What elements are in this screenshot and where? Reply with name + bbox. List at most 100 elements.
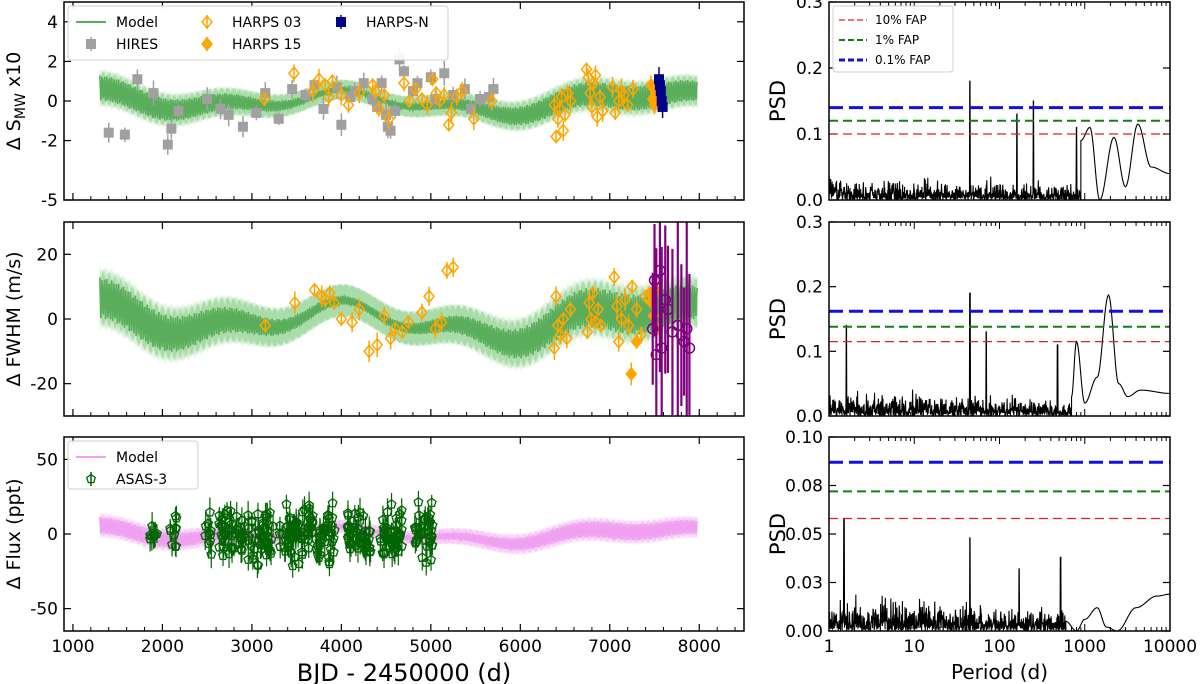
data-point-hires [385,125,396,136]
panel-smw-periodogram: 0.0 0.1 0.2 0.3 PSD 10% FAP 1% FAP 0.1% FAP [766,0,1171,211]
data-point-harps-03 [353,302,366,317]
data-point-asas-3 [204,506,215,517]
data-point-harps-03 [366,77,379,93]
legend-swatch [201,36,213,52]
data-point-harps-n [655,342,668,354]
x-tick-label: 100 [983,637,1015,657]
data-point-asas-3 [356,531,368,542]
data-point-asas-3 [145,529,156,540]
legend-swatch [86,39,96,49]
legend-box [67,440,199,490]
data-point-asas-3 [253,535,264,546]
data-point-hires [372,101,383,112]
data-point-harps-03 [384,331,397,346]
y-tick-label: 0.1 [796,342,823,362]
y-axis-label: PSD [766,80,790,122]
panel-fwhm-periodogram: 0.0 0.1 0.2 0.3 PSD [766,213,1171,427]
y-tick-label: 0.0 [796,407,823,427]
axes-frame [63,436,745,632]
data-point-harps-03 [323,285,336,301]
data-point-asas-3 [327,497,338,508]
legend-label: Model [116,15,158,31]
data-point-asas-3 [324,558,335,569]
data-point-harps-03 [584,85,597,101]
data-point-harps-n [654,74,664,85]
data-point-harps-03 [610,298,623,314]
y-axis-label-suffix: x10 [3,52,25,93]
data-point-harps-03 [353,85,366,101]
data-point-asas-3 [236,543,247,554]
periodogram-line [829,517,1170,631]
data-point-hires [166,123,177,134]
y-tick-label: 0.08 [785,477,823,497]
legend-label: 10% FAP [875,13,927,27]
points-group [103,48,668,155]
data-point-harps-03 [564,93,577,109]
y-tick-label: 0 [47,310,58,330]
data-point-asas-3 [426,540,437,550]
data-point-asas-3 [307,510,318,521]
data-point-asas-3 [414,521,426,532]
data-point-hires [119,129,130,140]
data-point-asas-3 [262,526,273,537]
legend-item: HARPS 15 [201,36,301,53]
data-point-asas-3 [305,521,316,532]
data-point-hires [287,84,298,95]
data-point-asas-3 [344,538,356,549]
data-point-harps-03 [548,340,561,356]
data-point-harps-03 [615,311,628,327]
data-point-harps-n [656,96,667,106]
data-point-hires [376,78,387,89]
legend-swatch [336,17,346,27]
data-point-asas-3 [377,514,388,525]
data-point-harps-n [657,101,668,112]
data-point-harps-03 [626,279,639,294]
data-point-harps-15 [625,366,638,382]
data-point-hires [223,109,234,120]
data-point-hires [390,105,401,116]
y-tick-label: 0.2 [796,278,823,298]
y-tick-label: -2 [41,132,58,152]
data-point-asas-3 [306,526,317,537]
data-point-asas-3 [409,522,420,532]
data-point-harps-03 [326,74,339,89]
legend-label: HARPS 15 [232,37,301,53]
data-point-asas-3 [313,552,324,562]
data-point-hires [399,66,409,77]
panel-flux-periodogram: 0.00 0.03 0.05 0.08 0.10 1 10 100 1000 10000 PSD Pe… [766,428,1197,684]
legend-label: HIRES [116,37,158,53]
data-point-harps-03 [346,315,359,330]
y-tick-label: 0 [47,92,58,112]
data-point-asas-3 [426,524,437,535]
periodogram-line [829,80,1170,200]
data-point-hires [300,90,311,101]
data-point-harps-03 [438,87,451,103]
data-point-harps-03 [287,66,300,81]
data-point-harps-03 [485,93,498,109]
y-axis-label-main: Δ S [3,119,25,150]
legend-swatch [85,473,97,484]
data-point-harps-03 [467,111,480,126]
data-point-harps-n [654,80,665,91]
data-point-hires [273,113,284,124]
data-point-harps-03 [342,97,355,113]
y-axis-label: PSD [766,298,790,340]
data-point-harps-03 [372,101,385,117]
x-tick-label: 8000 [678,637,721,657]
y-tick-label: 0.03 [785,574,823,594]
y-tick-label: 20 [36,245,58,265]
data-point-asas-3 [380,524,391,534]
legend-label: HARPS-N [366,15,429,31]
data-point-harps-03 [445,105,458,121]
y-tick-label: 0 [47,525,58,545]
data-point-harps-03 [589,315,602,330]
data-point-asas-3 [425,554,437,565]
data-point-asas-3 [325,544,336,554]
y-tick-label: 0.10 [785,428,823,448]
data-point-hires [475,94,486,105]
data-point-asas-3 [214,518,225,529]
data-point-harps-n [680,322,693,335]
data-point-asas-3 [280,534,291,545]
legend-box [67,5,449,61]
data-point-hires [173,105,184,116]
